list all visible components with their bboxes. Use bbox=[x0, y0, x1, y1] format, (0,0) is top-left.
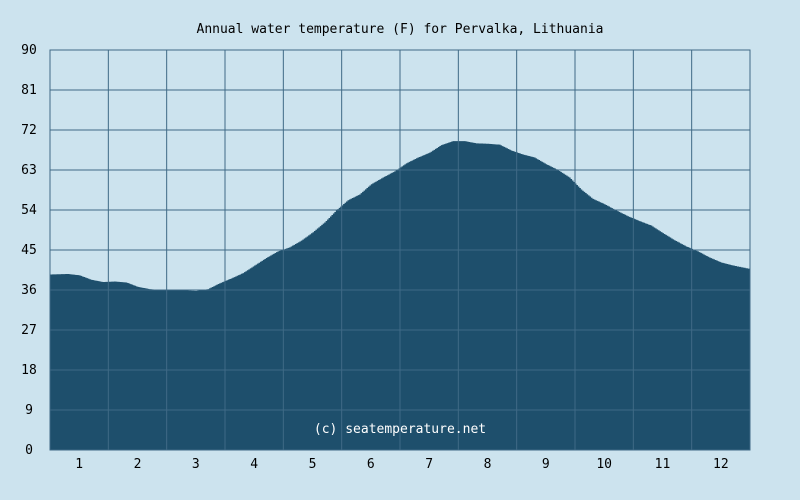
x-tick-label: 3 bbox=[192, 457, 200, 472]
plot-border bbox=[49, 49, 751, 451]
y-tick-label: 9 bbox=[25, 403, 33, 418]
credit-label: (c) seatemperature.net bbox=[314, 422, 486, 437]
x-tick-label: 8 bbox=[484, 457, 492, 472]
x-tick-label: 4 bbox=[250, 457, 258, 472]
y-tick-label: 18 bbox=[21, 363, 37, 378]
y-axis-ticks: 0 9 18 27 36 45 54 63 72 81 90 bbox=[21, 43, 37, 458]
y-tick-label: 54 bbox=[21, 203, 37, 218]
x-tick-label: 2 bbox=[134, 457, 142, 472]
x-tick-label: 1 bbox=[75, 457, 83, 472]
y-tick-label: 81 bbox=[21, 83, 37, 98]
x-tick-label: 6 bbox=[367, 457, 375, 472]
y-tick-label: 90 bbox=[21, 43, 37, 58]
x-tick-label: 12 bbox=[713, 457, 729, 472]
y-tick-label: 72 bbox=[21, 123, 37, 138]
x-tick-label: 9 bbox=[542, 457, 550, 472]
chart-title: Annual water temperature (F) for Pervalk… bbox=[197, 22, 604, 37]
x-axis-ticks: 1 2 3 4 5 6 7 8 9 10 11 12 bbox=[75, 457, 728, 472]
x-tick-label: 5 bbox=[309, 457, 317, 472]
x-tick-label: 7 bbox=[425, 457, 433, 472]
x-tick-label: 10 bbox=[596, 457, 612, 472]
y-tick-label: 45 bbox=[21, 243, 37, 258]
y-tick-label: 0 bbox=[25, 443, 33, 458]
y-tick-label: 36 bbox=[21, 283, 37, 298]
y-tick-label: 27 bbox=[21, 323, 37, 338]
x-tick-label: 11 bbox=[655, 457, 671, 472]
y-tick-label: 63 bbox=[21, 163, 37, 178]
